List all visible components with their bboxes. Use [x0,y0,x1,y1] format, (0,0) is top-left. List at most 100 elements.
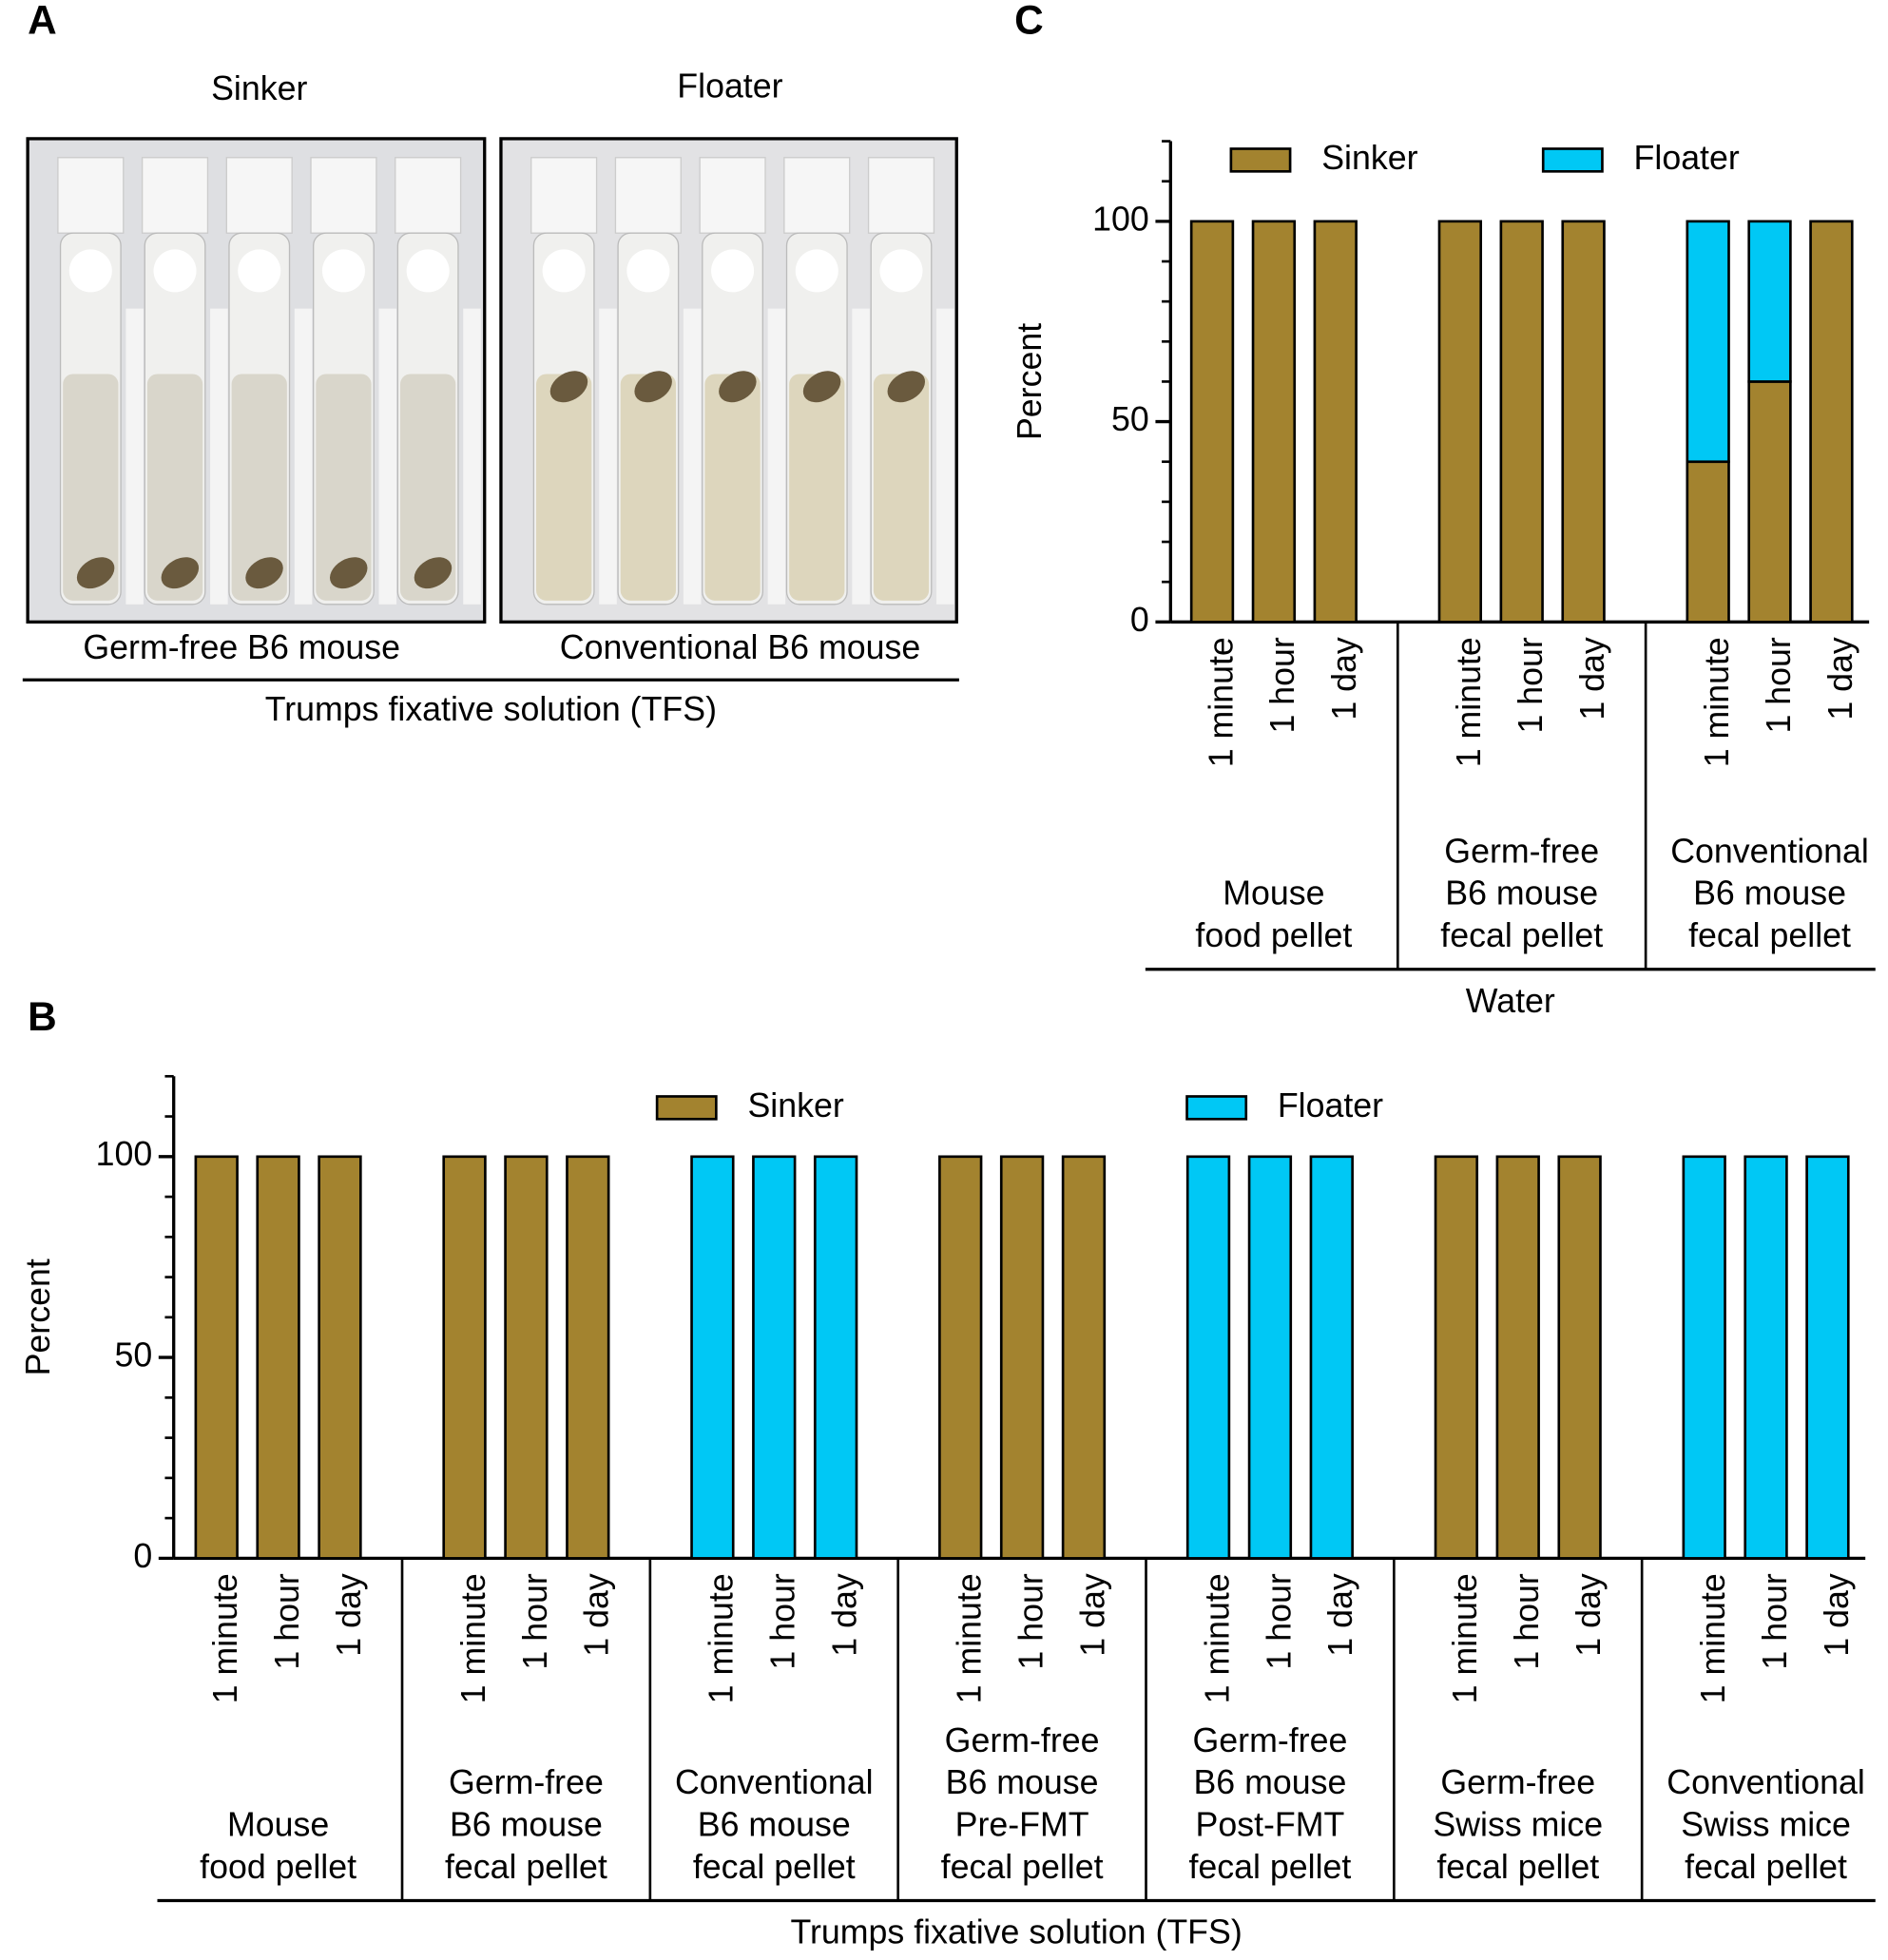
x-tick-label: 1 day [1325,637,1363,721]
bar-segment [1251,220,1297,624]
tube-rack [378,308,397,605]
x-tick-label: 1 day [1573,637,1611,721]
photo-title: Sinker [211,69,307,107]
bar-segment [504,1155,549,1560]
photo-caption: Germ-free B6 mouse [83,628,400,666]
y-tick-label: 0 [1130,601,1149,639]
group-label: Germ-free [1440,1763,1595,1801]
x-tick-label: 1 minute [1698,637,1736,767]
liquid [704,374,761,601]
group-label: food pellet [1195,916,1352,954]
bar-segment [938,1155,983,1560]
group-label: B6 mouse [1193,1763,1346,1801]
group-label: Conventional [1666,1763,1865,1801]
tube-rack [210,308,228,605]
legend-swatch [1541,147,1604,173]
pellet [887,371,926,403]
bar-segment [1247,1155,1293,1560]
group-label: B6 mouse [450,1805,603,1843]
group-label: Conventional [675,1763,874,1801]
liquid [789,374,845,601]
pellet [76,557,115,589]
x-tick-label: 1 minute [454,1573,492,1703]
legend-label: Sinker [1321,139,1417,177]
pellet [245,557,283,589]
bar-segment [690,1155,735,1560]
bar-segment [1185,1155,1231,1560]
panel-letter: B [28,994,57,1039]
tube-cap [867,157,935,234]
x-tick-label: 1 minute [206,1573,244,1703]
x-tick-label: 1 hour [1260,1573,1298,1669]
group-label: fecal pellet [1440,916,1603,954]
x-tick-label: 1 hour [1011,1573,1050,1669]
pellet [802,371,841,403]
group-label: Germ-free [449,1763,604,1801]
bar-segment [1686,220,1730,464]
tube-cap [530,157,598,234]
bar-segment [1686,460,1730,624]
y-tick-label: 100 [1092,200,1149,238]
photo-caption: Conventional B6 mouse [560,628,920,666]
tube-label [153,249,197,293]
x-tick-label: 1 day [1821,637,1859,721]
tube-cap [783,157,851,234]
x-tick-label: 1 day [1073,1573,1111,1657]
tube-rack [599,308,617,605]
group-label: Germ-free [1444,832,1599,870]
group-label: fecal pellet [693,1848,856,1886]
group-label: fecal pellet [1688,916,1851,954]
x-tick-label: 1 hour [1508,1573,1546,1669]
tube-label [542,249,586,293]
group-label: B6 mouse [1693,874,1846,913]
liquid [146,374,203,601]
x-tick-label: 1 hour [1760,637,1798,733]
bar-segment [1557,1155,1602,1560]
x-tick-label: 1 hour [1512,637,1550,733]
y-tick-label: 50 [1111,400,1149,438]
group-label: fecal pellet [1436,1848,1599,1886]
tube-cap [614,157,682,234]
tube-rack [852,308,870,605]
tube-label [626,249,670,293]
tube-cap [225,157,293,234]
tube-cap [310,157,377,234]
bar-segment [566,1155,610,1560]
group-label: Swiss mice [1681,1805,1851,1843]
y-tick-label: 0 [133,1537,152,1575]
tube-rack [767,308,786,605]
tube-rack [683,308,702,605]
x-tick-label: 1 minute [951,1573,989,1703]
liquid [63,374,119,601]
panel-letter: C [1014,0,1044,42]
pellet [330,557,368,589]
x-tick-label: 1 minute [1450,637,1488,767]
group-label: Conventional [1670,832,1869,870]
legend-swatch [1185,1095,1248,1121]
bar-segment [1499,220,1544,624]
bar-segment [1805,1155,1850,1560]
y-tick-label: 100 [96,1135,153,1173]
bar-segment [1682,1155,1726,1560]
photo-title: Floater [677,67,782,105]
group-label: Pre-FMT [955,1805,1089,1843]
pellet [161,557,200,589]
liquid [400,374,456,601]
x-tick-label: 1 minute [1446,1573,1484,1703]
bar-segment [1061,1155,1107,1560]
x-axis-title: Trumps fixative solution (TFS) [791,1913,1243,1951]
bar-segment [194,1155,239,1560]
group-label: Swiss mice [1433,1805,1603,1843]
bar-segment [999,1155,1045,1560]
group-label: B6 mouse [946,1763,1099,1801]
bar-segment [1309,1155,1354,1560]
x-tick-label: 1 minute [1202,637,1240,767]
pellet [549,371,588,403]
group-label: Mouse [1223,874,1324,913]
x-tick-label: 1 day [825,1573,863,1657]
group-label: fecal pellet [1685,1848,1847,1886]
liquid [231,374,287,601]
x-tick-label: 1 minute [1694,1573,1732,1703]
x-tick-label: 1 hour [268,1573,306,1669]
